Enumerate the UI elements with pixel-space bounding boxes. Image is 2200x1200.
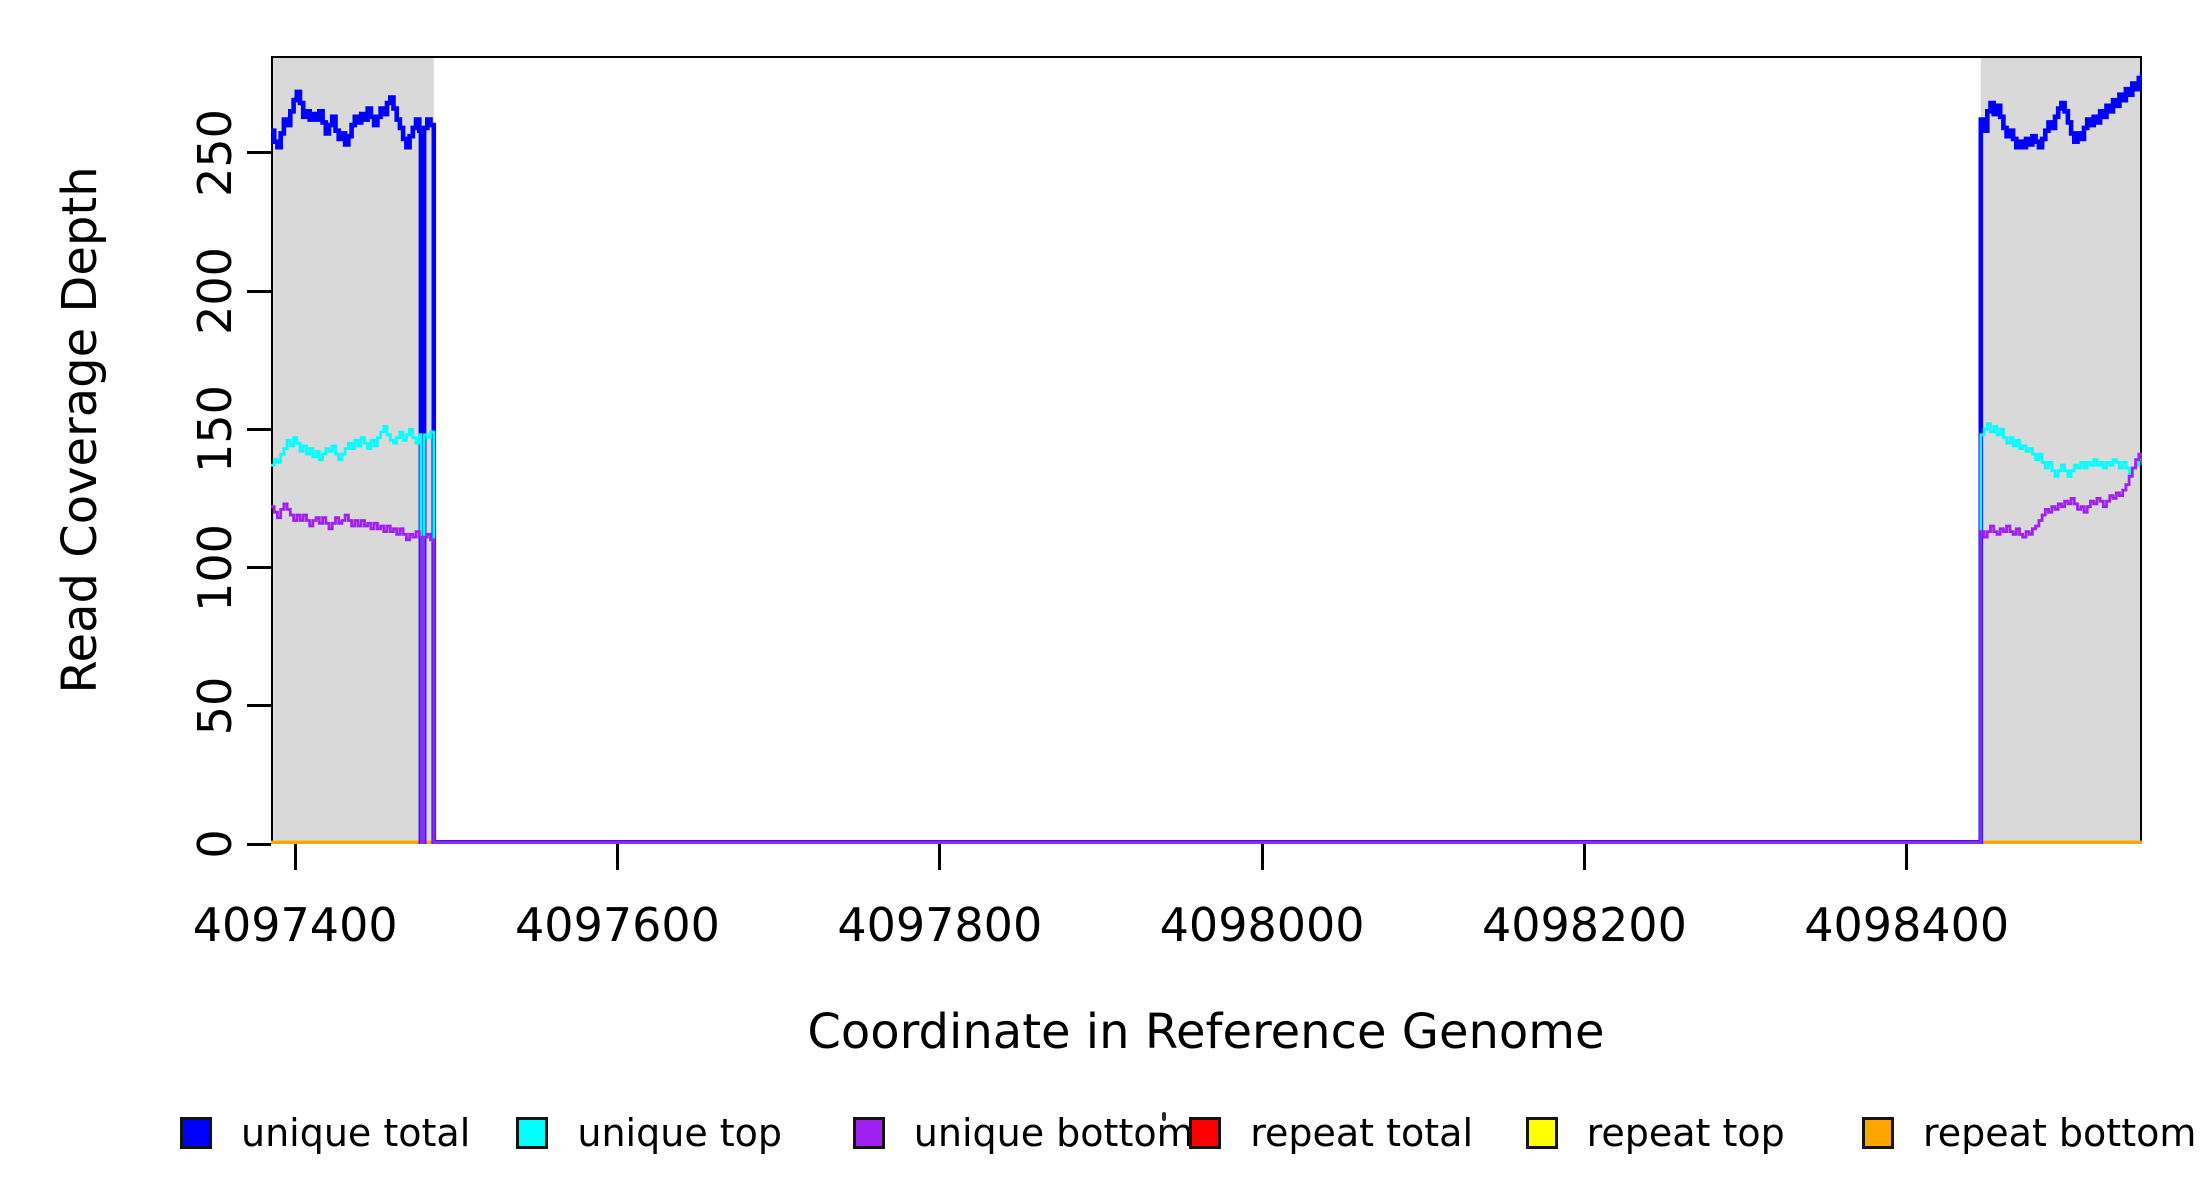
legend-swatch-repeat-bottom	[1862, 1117, 1894, 1149]
series-unique-top-line	[271, 422, 2142, 844]
y-tick-label: 50	[188, 676, 242, 736]
y-tick-mark	[247, 151, 271, 155]
y-tick-label: 150	[188, 385, 242, 474]
legend-swatch-unique-top	[516, 1117, 549, 1149]
legend-item-unique-bottom: unique bottom	[852, 1111, 1194, 1155]
legend-label: unique top	[577, 1111, 783, 1155]
x-tick-label: 4098000	[1159, 898, 1365, 952]
legend-swatch-unique-total	[180, 1117, 212, 1149]
y-tick-label: 200	[188, 247, 242, 335]
legend-item-unique-top: unique top	[516, 1111, 782, 1155]
x-tick-label: 4097600	[515, 898, 720, 952]
legend-swatch-unique-bottom	[852, 1117, 885, 1149]
x-tick-mark	[1260, 844, 1264, 870]
legend-label: unique total	[241, 1111, 471, 1155]
y-tick-mark	[247, 427, 271, 431]
y-axis-title: Read Coverage Depth	[52, 166, 108, 694]
y-tick-label: 250	[188, 108, 242, 197]
series-unique-bottom-line	[271, 452, 2142, 844]
x-axis-title: Coordinate in Reference Genome	[807, 1004, 1605, 1060]
plot-border	[271, 56, 2142, 843]
y-tick-mark	[247, 842, 271, 846]
y-tick-label: 100	[188, 523, 242, 612]
y-tick-mark	[247, 289, 271, 293]
x-tick-mark	[938, 844, 942, 870]
legend-label: repeat top	[1586, 1111, 1785, 1155]
legend-item-repeat-bottom: repeat bottom	[1862, 1111, 2196, 1155]
x-tick-mark	[615, 844, 619, 870]
y-tick-mark	[247, 566, 271, 569]
x-tick-mark	[1582, 844, 1586, 870]
legend-label: unique bottom	[913, 1111, 1194, 1155]
y-tick-mark	[247, 704, 271, 708]
y-tick-label: 0	[188, 829, 242, 859]
series-unique-total-line	[271, 72, 2142, 844]
legend-item-repeat-total: repeat total	[1189, 1111, 1473, 1155]
x-tick-mark	[1905, 844, 1909, 870]
x-tick-label: 4098200	[1481, 898, 1687, 952]
legend-swatch-repeat-top	[1525, 1117, 1558, 1149]
stray-mark	[1162, 1112, 1166, 1121]
x-tick-mark	[293, 844, 297, 870]
legend-item-repeat-top: repeat top	[1525, 1111, 1785, 1155]
legend-swatch-repeat-total	[1189, 1117, 1222, 1149]
highlight-region	[1980, 56, 2142, 844]
plot-area	[271, 56, 2142, 844]
x-tick-label: 4097800	[837, 898, 1043, 952]
x-tick-label: 4098400	[1804, 898, 2010, 952]
x-tick-label: 4097400	[192, 898, 398, 952]
legend-label: repeat total	[1250, 1111, 1474, 1155]
legend-label: repeat bottom	[1923, 1111, 2197, 1155]
legend-item-unique-total: unique total	[180, 1111, 470, 1155]
